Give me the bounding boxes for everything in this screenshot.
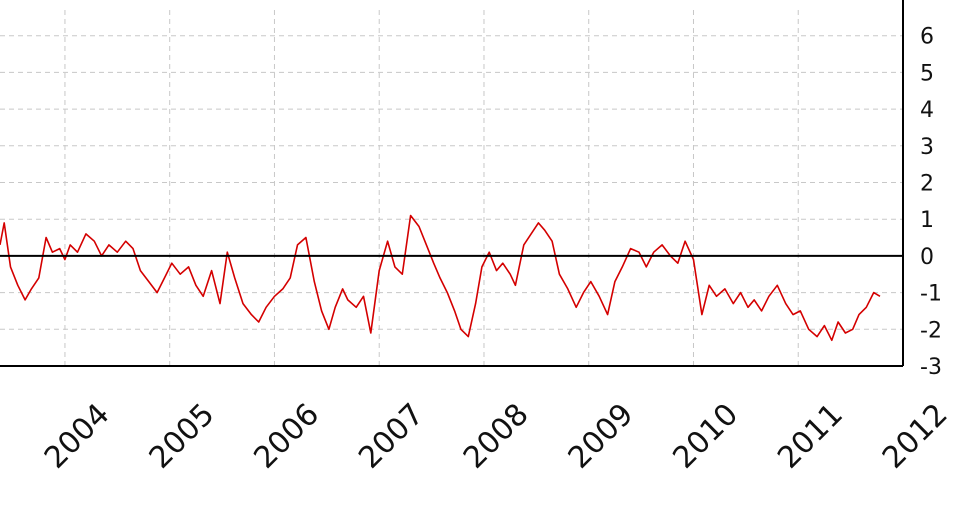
y-tick-label: 4 xyxy=(920,98,934,123)
y-tick-labels: 6 5 4 3 2 1 0 -1 -2 -3 xyxy=(920,25,942,380)
x-tick-label: 2009 xyxy=(562,397,641,476)
grid-layer xyxy=(0,10,903,367)
y-tick-label: 3 xyxy=(920,135,934,160)
x-tick-label: 2011 xyxy=(771,397,850,476)
y-tick-label: 2 xyxy=(920,171,934,196)
axes-layer xyxy=(0,0,904,367)
y-tick-label: -1 xyxy=(920,282,942,307)
y-tick-label: 6 xyxy=(920,25,934,50)
y-tick-label: 5 xyxy=(920,61,934,86)
x-tick-label: 2006 xyxy=(247,397,326,476)
x-tick-label: 2007 xyxy=(352,397,431,476)
y-tick-label: -3 xyxy=(920,355,942,380)
x-tick-label: 2012 xyxy=(876,397,955,476)
x-tick-label: 2004 xyxy=(38,397,117,476)
series-layer xyxy=(0,214,881,342)
y-tick-label: -2 xyxy=(920,318,942,343)
x-tick-label: 2010 xyxy=(666,397,745,476)
x-tick-labels: 2004 2005 2006 2007 2008 2009 2010 2011 2012 xyxy=(38,397,955,476)
y-tick-label: 1 xyxy=(920,208,934,233)
y-tick-label: 0 xyxy=(920,245,934,270)
x-tick-label: 2008 xyxy=(457,397,536,476)
x-tick-label: 2005 xyxy=(143,397,222,476)
series-line xyxy=(0,214,881,342)
